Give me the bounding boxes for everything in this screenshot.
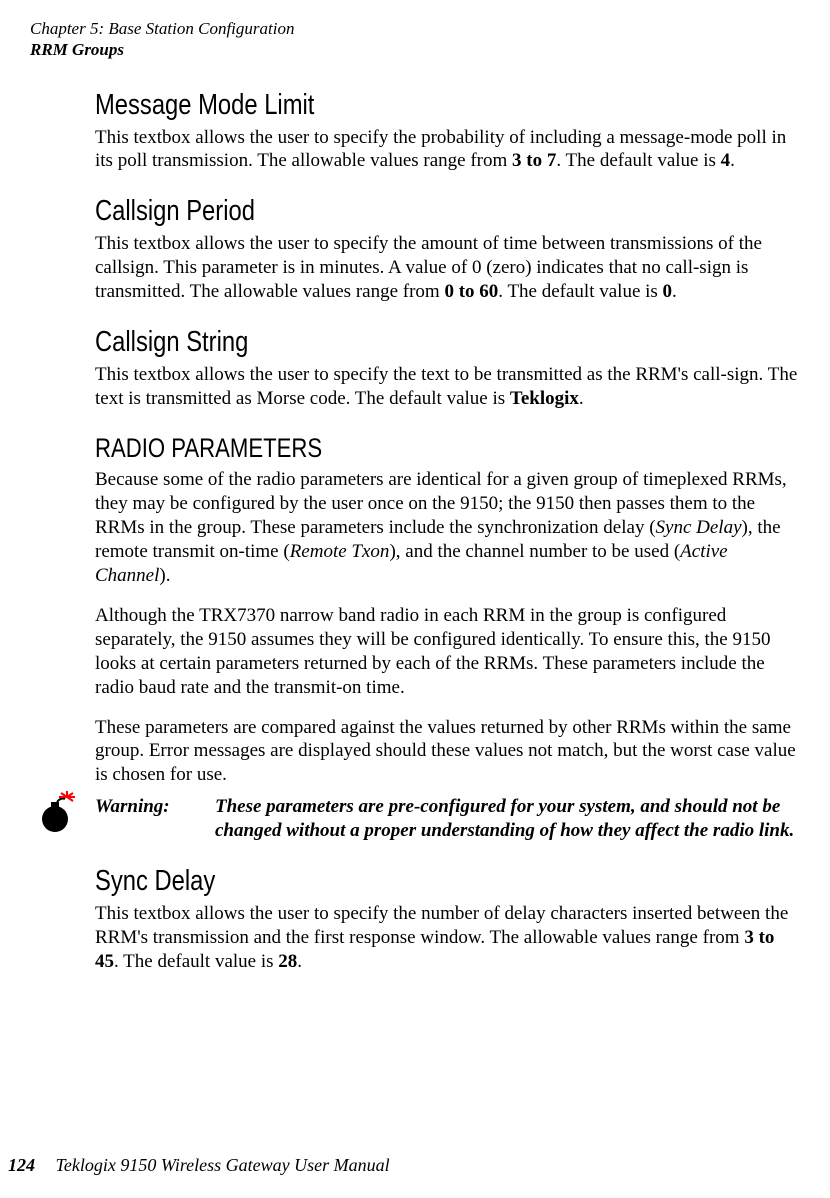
text: . (730, 150, 735, 171)
page-number: 124 (8, 1155, 35, 1175)
para-sync-delay: This textbox allows the user to specify … (95, 902, 800, 974)
text: . (297, 951, 302, 972)
text: . The default value is (498, 281, 662, 302)
page-footer: 124 Teklogix 9150 Wireless Gateway User … (8, 1155, 390, 1176)
default-value: 28 (278, 951, 297, 972)
text: This textbox allows the user to specify … (95, 364, 797, 409)
text: ). (159, 565, 170, 586)
para-callsign-string: This textbox allows the user to specify … (95, 363, 800, 411)
para-message-mode-limit: This textbox allows the user to specify … (95, 126, 800, 174)
default-value: Teklogix (510, 388, 579, 409)
running-header: Chapter 5: Base Station Configuration RR… (30, 18, 800, 61)
header-section: RRM Groups (30, 39, 800, 60)
para-radio-params-2: Although the TRX7370 narrow band radio i… (95, 604, 800, 700)
default-value: 0 (663, 281, 673, 302)
text: . The default value is (556, 150, 720, 171)
content-column: Message Mode Limit This textbox allows t… (95, 89, 800, 975)
warning-text: These parameters are pre-configured for … (215, 795, 800, 843)
para-radio-params-1: Because some of the radio parameters are… (95, 468, 800, 588)
param-remote-txon: Remote Txon (290, 541, 390, 562)
page: Chapter 5: Base Station Configuration RR… (0, 0, 830, 1198)
param-sync-delay: Sync Delay (656, 517, 742, 538)
text: . (579, 388, 584, 409)
text: . The default value is (114, 951, 278, 972)
para-radio-params-3: These parameters are compared against th… (95, 716, 800, 788)
para-callsign-period: This textbox allows the user to specify … (95, 232, 800, 304)
warning-label: Warning: (95, 795, 215, 818)
bomb-icon (33, 791, 77, 840)
text: ), and the channel number to be used ( (389, 541, 680, 562)
heading-callsign-string: Callsign String (95, 326, 673, 359)
range-value: 3 to 7 (512, 150, 556, 171)
range-value: 0 to 60 (444, 281, 498, 302)
heading-radio-parameters: RADIO PARAMETERS (95, 433, 673, 464)
header-chapter: Chapter 5: Base Station Configuration (30, 18, 800, 39)
warning-block: Warning: These parameters are pre-config… (95, 795, 800, 843)
default-value: 4 (721, 150, 731, 171)
text: . (672, 281, 677, 302)
heading-message-mode-limit: Message Mode Limit (95, 89, 673, 122)
heading-callsign-period: Callsign Period (95, 195, 673, 228)
footer-title: Teklogix 9150 Wireless Gateway User Manu… (56, 1155, 390, 1175)
text: This textbox allows the user to specify … (95, 903, 788, 948)
heading-sync-delay: Sync Delay (95, 865, 673, 898)
